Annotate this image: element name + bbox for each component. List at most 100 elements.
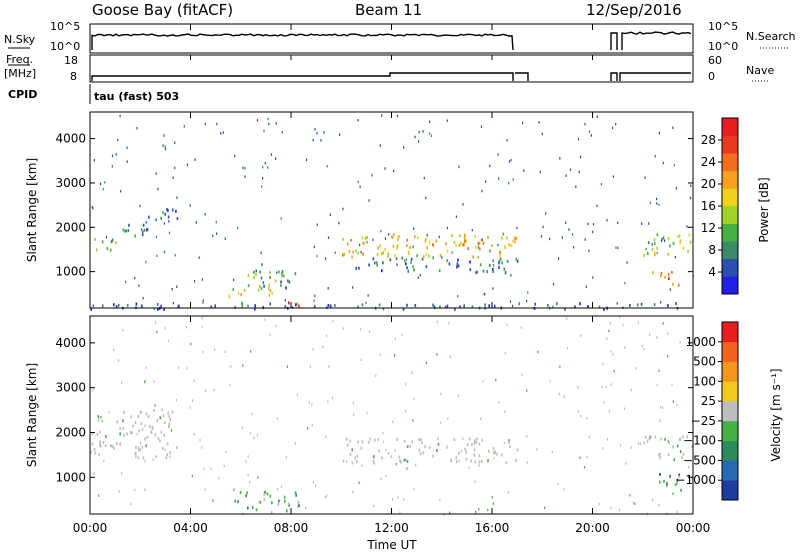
echo-cell [90, 307, 92, 311]
echo-cell [377, 246, 380, 250]
echo-cell [664, 275, 666, 279]
echo-scatter-cell [118, 490, 120, 493]
echo-cell [457, 264, 460, 268]
echo-scatter-cell [460, 450, 463, 453]
echo-cell [115, 241, 117, 245]
echo-cell [654, 251, 656, 255]
colorbar-tick-label: 12 [701, 221, 716, 235]
echo-cell [368, 263, 370, 267]
echo-scatter-cell [507, 491, 509, 494]
echo-scatter-cell [100, 416, 102, 419]
echo-cell [669, 244, 671, 248]
colorbar-segment [722, 276, 738, 295]
echo-scatter-cell [245, 460, 247, 463]
echo-cell [412, 245, 414, 249]
echo-scatter-cell [526, 461, 528, 464]
echo-scatter-cell [609, 322, 611, 325]
colorbar-tick-label: 25 [701, 394, 716, 408]
echo-cell [345, 437, 348, 441]
echo-scatter-cell [136, 432, 138, 436]
echo-scatter-cell [610, 350, 612, 353]
echo-scatter-cell [256, 433, 259, 437]
echo-scatter-cell [312, 138, 314, 142]
echo-scatter-cell [602, 362, 604, 366]
echo-scatter-cell [260, 251, 262, 255]
echo-cell [110, 240, 113, 244]
echo-cell [168, 422, 171, 426]
echo-cell [426, 233, 428, 237]
echo-cell [466, 443, 469, 447]
echo-cell [138, 429, 140, 433]
echo-scatter-cell [306, 158, 308, 162]
echo-cell [397, 238, 399, 242]
colorbar-tick-label: 4 [708, 265, 716, 279]
echo-cell [682, 452, 685, 456]
echo-scatter-cell [667, 355, 669, 358]
echo-scatter-cell [360, 358, 362, 361]
echo-cell [104, 444, 107, 448]
echo-scatter-cell [414, 135, 416, 139]
echo-cell [574, 305, 576, 309]
echo-scatter-cell [630, 388, 632, 392]
echo-cell [135, 302, 138, 306]
echo-scatter-cell [368, 199, 370, 202]
echo-scatter-cell [455, 215, 457, 218]
echo-scatter-cell [280, 485, 282, 488]
echo-cell [392, 244, 395, 248]
echo-cell [116, 420, 119, 424]
echo-cell [406, 266, 408, 270]
echo-scatter-cell [429, 120, 431, 124]
echo-cell [473, 453, 475, 457]
echo-scatter-cell [419, 274, 421, 277]
echo-scatter-cell [381, 114, 383, 117]
echo-cell [516, 259, 519, 263]
echo-cell [487, 459, 489, 463]
echo-cell [280, 280, 282, 284]
echo-cell [456, 460, 458, 464]
echo-cell [277, 503, 280, 507]
echo-scatter-cell [691, 477, 693, 480]
echo-cell [255, 508, 258, 512]
echo-scatter-cell [667, 440, 669, 443]
echo-scatter-cell [492, 287, 494, 290]
echo-cell [647, 252, 649, 255]
echo-scatter-cell [401, 333, 403, 337]
echo-scatter-cell [210, 467, 212, 470]
colorbar-tick-label: −100 [683, 434, 716, 448]
echo-scatter-cell [276, 487, 278, 491]
echo-cell [459, 234, 461, 238]
echo-scatter-cell [168, 220, 170, 223]
echo-cell [471, 443, 473, 446]
echo-cell [166, 453, 169, 457]
echo-scatter-cell [325, 334, 328, 338]
echo-cell [446, 304, 449, 308]
echo-scatter-cell [440, 421, 442, 424]
echo-cell [473, 441, 476, 445]
echo-cell [288, 280, 290, 284]
echo-cell [389, 258, 392, 262]
echo-scatter-cell [552, 305, 554, 308]
echo-scatter-cell [115, 153, 117, 156]
echo-scatter-cell [447, 417, 449, 420]
colorbar-segment [722, 341, 738, 362]
echo-cell [457, 258, 459, 262]
echo-scatter-cell [551, 451, 553, 454]
echo-cell [101, 240, 104, 244]
echo-scatter-cell [422, 130, 424, 133]
echo-scatter-cell [175, 399, 177, 402]
echo-cell [122, 426, 125, 430]
echo-scatter-cell [251, 412, 253, 415]
echo-scatter-cell [686, 225, 688, 228]
echo-scatter-cell [468, 466, 470, 469]
echo-scatter-cell [145, 221, 147, 224]
echo-cell [671, 271, 673, 274]
echo-cell [398, 235, 400, 239]
echo-scatter-cell [201, 278, 203, 281]
nsky-trace [91, 31, 692, 51]
echo-scatter-cell [656, 251, 658, 255]
echo-cell [268, 287, 270, 291]
echo-cell [501, 236, 503, 240]
echo-cell [518, 302, 521, 306]
x-tick-label: 04:00 [173, 521, 208, 535]
echo-scatter-cell [186, 326, 188, 329]
